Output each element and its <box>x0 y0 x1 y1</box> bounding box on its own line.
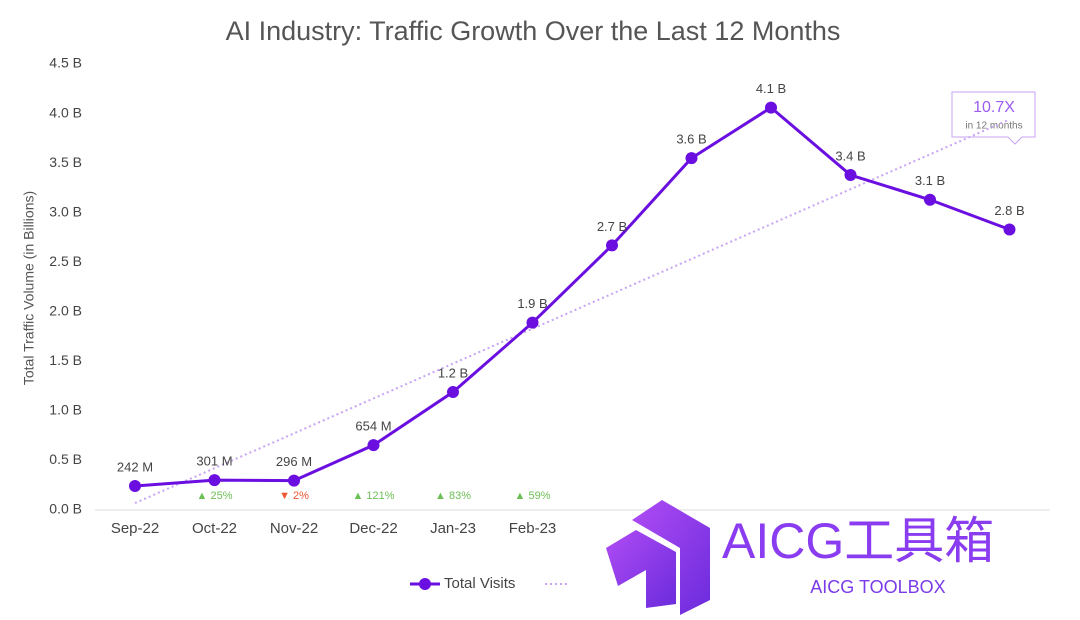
y-tick-label: 0.0 B <box>49 501 82 517</box>
data-label: 2.7 B <box>597 219 627 234</box>
point <box>129 480 141 493</box>
legend-label: Total Visits <box>444 575 515 592</box>
point <box>924 193 936 206</box>
point <box>367 439 380 452</box>
x-tick-label: Feb-23 <box>509 520 557 537</box>
watermark-logo <box>606 530 676 608</box>
data-label: 296 M <box>276 454 312 469</box>
point <box>208 474 221 487</box>
change-label: ▲ 59% <box>515 490 551 502</box>
point <box>1003 223 1016 236</box>
legend-marker <box>419 578 431 590</box>
y-tick-label: 3.0 B <box>49 203 82 219</box>
callout-box <box>951 91 1036 145</box>
callout: 10.7X in 12 months <box>951 91 1036 145</box>
data-label: 3.1 B <box>915 173 945 188</box>
data-label: 1.9 B <box>517 296 547 311</box>
x-tick-label: Dec-22 <box>349 520 397 537</box>
y-axis-label: Total Traffic Volume (in Billions) <box>21 191 37 385</box>
change-label: ▲ 25% <box>197 490 233 502</box>
y-tick-label: 0.5 B <box>49 451 82 467</box>
data-label: 3.4 B <box>835 148 865 163</box>
point <box>685 152 698 165</box>
watermark: AICG工具箱 AICG TOOLBOX <box>606 500 994 615</box>
data-label: 4.1 B <box>756 81 786 96</box>
point <box>447 386 459 399</box>
watermark-logo <box>632 500 710 615</box>
x-tick-label: Nov-22 <box>270 520 318 537</box>
y-tick-label: 1.5 B <box>49 352 82 368</box>
x-tick-label: Sep-22 <box>111 520 159 537</box>
trend-line <box>134 118 1010 504</box>
data-label: 301 M <box>196 454 232 469</box>
x-tick-label: Oct-22 <box>192 520 237 537</box>
change-label: ▲ 83% <box>435 490 471 502</box>
y-tick-label: 1.0 B <box>49 402 82 418</box>
y-tick-label: 2.5 B <box>49 253 82 269</box>
data-label: 1.2 B <box>438 365 468 380</box>
chart-title: AI Industry: Traffic Growth Over the Las… <box>226 16 841 46</box>
change-label: ▼ 2% <box>279 490 309 502</box>
data-label: 242 M <box>117 459 153 474</box>
point <box>526 316 539 329</box>
point <box>765 101 777 114</box>
callout-title: 10.7X <box>973 99 1015 116</box>
point <box>606 239 618 252</box>
line <box>134 105 1011 488</box>
change-label: ▲ 121% <box>352 490 394 502</box>
point <box>288 474 300 487</box>
data-label: 3.6 B <box>676 132 706 147</box>
y-tick-label: 3.5 B <box>49 154 82 170</box>
watermark-title: AICG工具箱 <box>722 513 994 569</box>
legend: Total Visits <box>410 575 570 592</box>
data-label: 2.8 B <box>994 203 1024 218</box>
callout-subtitle: in 12 months <box>965 121 1022 132</box>
y-tick-label: 4.0 B <box>49 104 82 120</box>
data-label: 654 M <box>355 419 391 434</box>
x-tick-label: Jan-23 <box>430 520 476 537</box>
point <box>844 169 857 182</box>
watermark-subtitle: AICG TOOLBOX <box>810 577 945 597</box>
y-tick-label: 2.0 B <box>49 302 82 318</box>
y-tick-label: 4.5 B <box>49 55 82 71</box>
